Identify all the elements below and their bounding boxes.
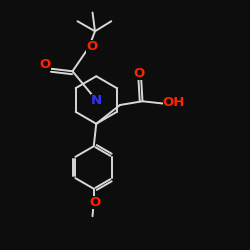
Text: O: O (40, 58, 51, 71)
Text: O: O (134, 67, 145, 80)
Text: N: N (91, 94, 102, 106)
Text: OH: OH (162, 96, 185, 109)
Text: O: O (90, 196, 101, 209)
Text: O: O (86, 40, 98, 53)
